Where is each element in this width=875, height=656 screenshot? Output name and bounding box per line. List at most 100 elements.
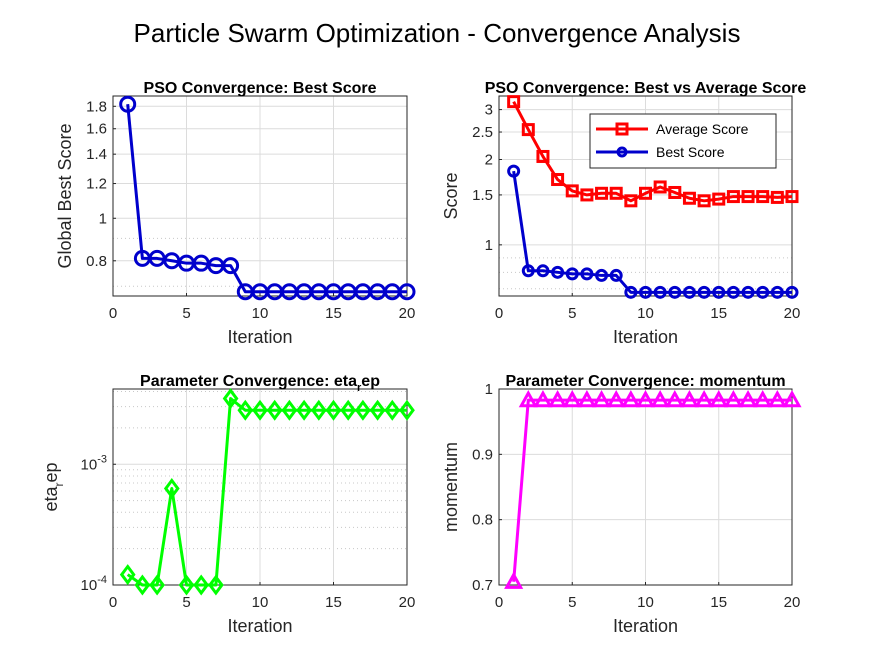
data-point	[668, 285, 682, 299]
data-point	[624, 194, 638, 208]
subplot-2: 0 5 10 15 20 1 1.5 2 2.5 3 PSO Convergence: Best v…	[441, 80, 806, 347]
data-point	[712, 285, 726, 299]
legend: Average Score Best Score	[589, 113, 777, 169]
y-tick-label: 0.7	[472, 577, 493, 594]
y-tick-label: 2.5	[472, 124, 493, 141]
data-point	[785, 190, 799, 204]
subplot-title: Parameter Convergence: momentum	[505, 373, 785, 390]
data-point	[296, 399, 312, 421]
data-point	[163, 477, 180, 499]
data-point	[726, 190, 740, 204]
data-point	[639, 285, 652, 299]
x-tick-label: 0	[495, 594, 503, 611]
x-axis-label: Iteration	[227, 327, 292, 347]
data-point	[565, 184, 579, 198]
data-point	[398, 283, 416, 301]
data-point	[222, 388, 239, 410]
data-point	[753, 390, 773, 408]
data-point	[507, 164, 521, 178]
data-point	[119, 564, 136, 586]
data-point	[562, 390, 582, 408]
data-point	[548, 390, 568, 408]
data-point	[741, 190, 755, 204]
data-point	[281, 399, 298, 421]
data-point	[682, 191, 696, 205]
y-tick-label: 0.8	[86, 253, 107, 270]
y-axis-label: Global Best Score	[55, 123, 75, 268]
data-point	[507, 95, 521, 109]
subplot-4: 0 5 10 15 20 0.7 0.8 0.9 1 Parameter Convergence:…	[441, 373, 802, 636]
data-point	[119, 95, 137, 113]
x-tick-label: 10	[252, 594, 269, 611]
data-point	[536, 264, 550, 278]
data-point	[310, 399, 327, 421]
data-point	[208, 574, 224, 596]
legend-entry: Average Score	[656, 121, 749, 137]
x-tick-label: 5	[182, 594, 190, 611]
data-point	[609, 268, 623, 282]
x-tick-label: 10	[252, 305, 269, 322]
x-tick-label: 5	[568, 305, 576, 322]
data-point	[384, 399, 401, 421]
data-point	[580, 267, 594, 281]
data-point	[521, 264, 535, 278]
x-tick-label: 20	[399, 305, 416, 322]
data-point	[738, 390, 758, 408]
y-tick-label: 0.9	[472, 446, 493, 463]
data-point	[770, 190, 784, 204]
data-point	[355, 399, 371, 421]
x-tick-label: 10	[637, 594, 654, 611]
series-1	[119, 95, 416, 301]
y-tick-label: 1.5	[472, 187, 493, 204]
x-tick-label: 20	[784, 594, 801, 611]
data-point	[595, 268, 609, 282]
subplot-3: 0 5 10 15 20 10-4 10-3 Parameter Convergence: e…	[41, 373, 415, 636]
data-point	[668, 185, 682, 199]
data-point	[565, 267, 579, 281]
series-average-score	[507, 95, 799, 208]
subplot-title: PSO Convergence: Best Score	[144, 80, 377, 97]
data-point	[635, 390, 656, 408]
subplot-title: Parameter Convergence: etarep	[140, 373, 380, 394]
data-point	[533, 390, 553, 408]
data-point	[653, 180, 667, 194]
series-best-score	[507, 164, 799, 299]
data-point	[756, 285, 770, 299]
y-axis-label: Score	[441, 172, 461, 219]
data-point	[325, 399, 342, 421]
x-tick-label: 15	[325, 305, 342, 322]
y-axis-label: etarep	[41, 462, 66, 511]
data-point	[639, 186, 652, 200]
data-point	[770, 285, 784, 299]
data-point	[712, 192, 726, 206]
y-tick-label: 0.8	[472, 512, 493, 529]
data-point	[621, 390, 641, 408]
data-point	[237, 399, 254, 421]
data-point	[551, 265, 565, 279]
x-tick-label: 15	[710, 594, 727, 611]
data-point	[149, 574, 165, 596]
data-point	[709, 390, 729, 408]
data-point	[697, 194, 711, 208]
data-point	[726, 285, 740, 299]
subplot-title: PSO Convergence: Best vs Average Score	[485, 80, 807, 97]
data-point	[340, 399, 357, 421]
data-point	[624, 285, 638, 299]
x-tick-label: 10	[637, 305, 654, 322]
data-point	[592, 390, 612, 408]
series-1	[119, 388, 415, 596]
series-line	[512, 100, 793, 203]
data-point	[252, 399, 268, 421]
x-tick-label: 5	[568, 594, 576, 611]
data-point	[741, 285, 755, 299]
data-point	[606, 390, 626, 408]
x-axis-label: Iteration	[227, 616, 292, 636]
y-tick-label: 3	[485, 102, 493, 119]
data-point	[650, 390, 670, 408]
y-axis-label: momentum	[441, 442, 461, 532]
data-point	[504, 571, 524, 589]
x-tick-label: 5	[182, 305, 190, 322]
series-line	[512, 170, 792, 294]
x-tick-label: 0	[109, 594, 117, 611]
data-point	[767, 390, 787, 408]
